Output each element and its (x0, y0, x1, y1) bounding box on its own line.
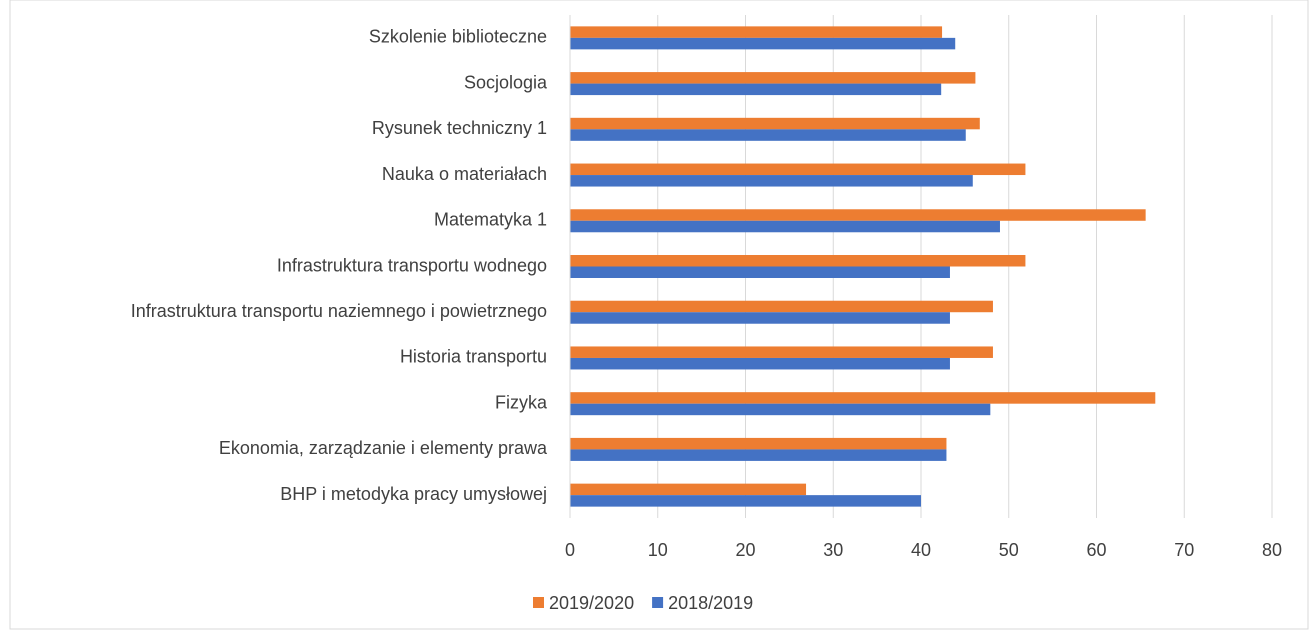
bar (570, 392, 1156, 404)
y-tick-label: BHP i metodyka pracy umysłowej (280, 484, 547, 504)
x-tick-label: 10 (648, 540, 668, 560)
x-tick-label: 50 (999, 540, 1019, 560)
x-tick-label: 30 (823, 540, 843, 560)
y-tick-label: Szkolenie biblioteczne (369, 27, 547, 47)
bar (570, 346, 993, 358)
x-tick-label: 40 (911, 540, 931, 560)
y-tick-label: Matematyka 1 (434, 210, 547, 230)
legend-swatch (533, 597, 544, 608)
bar (570, 37, 956, 50)
x-tick-label: 70 (1174, 540, 1194, 560)
bar (570, 357, 950, 370)
bar (570, 117, 980, 130)
y-tick-label: Infrastruktura transportu naziemnego i p… (131, 301, 547, 321)
bar (570, 220, 1000, 233)
y-tick-label: Socjologia (464, 72, 548, 92)
x-tick-label: 60 (1086, 540, 1106, 560)
y-tick-label: Fizyka (495, 392, 548, 412)
bar (570, 26, 943, 38)
bar (570, 72, 976, 84)
bar (570, 403, 991, 416)
legend-label: 2018/2019 (668, 593, 753, 613)
bar (570, 449, 947, 461)
bar (570, 495, 921, 507)
bar (570, 83, 942, 96)
legend-swatch (652, 597, 664, 608)
bar (570, 437, 947, 450)
legend-label: 2019/2020 (549, 593, 634, 613)
x-tick-label: 20 (735, 540, 755, 560)
bar (570, 266, 950, 278)
bar (570, 255, 1026, 267)
bar (570, 483, 807, 496)
bar (570, 209, 1146, 221)
y-tick-label: Rysunek techniczny 1 (372, 118, 547, 138)
x-tick-label: 80 (1262, 540, 1282, 560)
bar (570, 300, 993, 313)
bar (570, 312, 950, 324)
x-tick-label: 0 (565, 540, 575, 560)
bar (570, 163, 1026, 176)
y-tick-label: Infrastruktura transportu wodnego (277, 255, 547, 275)
y-tick-label: Historia transportu (400, 347, 547, 367)
y-tick-label: Nauka o materiałach (382, 164, 547, 184)
bar (570, 129, 966, 141)
y-tick-label: Ekonomia, zarządzanie i elementy prawa (219, 438, 548, 458)
bar (570, 175, 973, 187)
